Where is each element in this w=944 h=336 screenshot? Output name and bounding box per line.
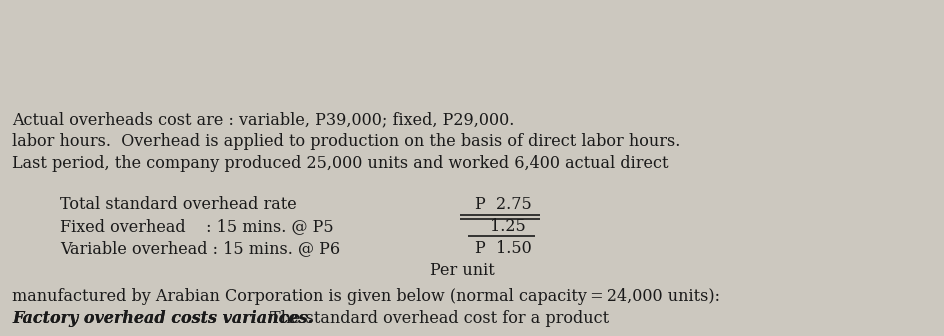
Text: P  2.75: P 2.75 xyxy=(475,196,531,213)
Text: 1.25: 1.25 xyxy=(490,218,525,235)
Text: The standard overhead cost for a product: The standard overhead cost for a product xyxy=(270,310,609,327)
Text: Total standard overhead rate: Total standard overhead rate xyxy=(59,196,296,213)
Text: manufactured by Arabian Corporation is given below (normal capacity = 24,000 uni: manufactured by Arabian Corporation is g… xyxy=(12,288,719,305)
Text: Actual overheads cost are : variable, P39,000; fixed, P29,000.: Actual overheads cost are : variable, P3… xyxy=(12,111,514,128)
Text: Factory overhead costs variances.  The standard overhead cost for a product: Factory overhead costs variances. The st… xyxy=(12,310,638,327)
Text: Variable overhead : 15 mins. @ P6: Variable overhead : 15 mins. @ P6 xyxy=(59,240,340,257)
Text: Factory overhead costs variances.: Factory overhead costs variances. xyxy=(12,310,312,327)
Text: Last period, the company produced 25,000 units and worked 6,400 actual direct: Last period, the company produced 25,000… xyxy=(12,155,667,172)
Text: Fixed overhead    : 15 mins. @ P5: Fixed overhead : 15 mins. @ P5 xyxy=(59,218,333,235)
Text: labor hours.  Overhead is applied to production on the basis of direct labor hou: labor hours. Overhead is applied to prod… xyxy=(12,133,680,150)
Text: Factory overhead costs variances.: Factory overhead costs variances. xyxy=(12,310,312,327)
Text: P  1.50: P 1.50 xyxy=(475,240,531,257)
Text: Per unit: Per unit xyxy=(430,262,495,279)
